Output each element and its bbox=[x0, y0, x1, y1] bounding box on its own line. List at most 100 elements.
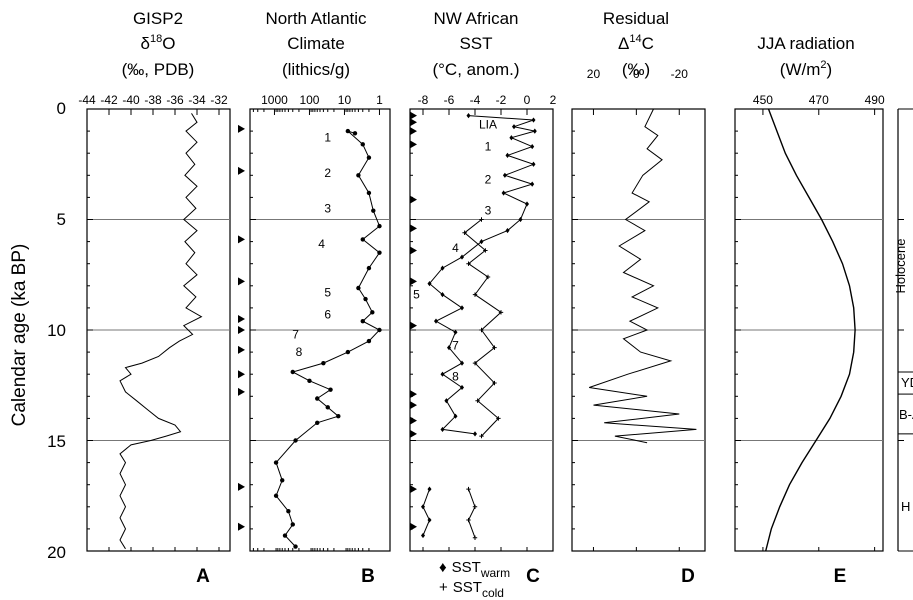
y-tick-label: 20 bbox=[47, 543, 66, 562]
data-point bbox=[377, 327, 382, 333]
point-cold bbox=[462, 230, 467, 235]
panel-b-title-line1: North Atlantic bbox=[265, 9, 367, 28]
panel-e-title: JJA radiation (W/m2) bbox=[757, 34, 854, 79]
point-warm bbox=[460, 305, 464, 311]
x-tick-label: -2 bbox=[496, 93, 507, 107]
data-point bbox=[366, 338, 372, 344]
series-line bbox=[467, 488, 476, 538]
panel-letter-d: D bbox=[681, 566, 695, 587]
data-point bbox=[273, 493, 279, 498]
legend-cold: + SSTcold bbox=[439, 579, 504, 600]
point-warm bbox=[518, 216, 523, 223]
event-label: 4 bbox=[318, 237, 325, 251]
point-warm bbox=[440, 426, 445, 433]
panel-e-title-line2: (W/m2) bbox=[780, 59, 832, 79]
data-point bbox=[336, 413, 341, 419]
x-tick-label: 450 bbox=[753, 93, 773, 107]
y-axis-label: Calendar age (ka BP) bbox=[9, 244, 30, 427]
point-warm bbox=[447, 345, 451, 351]
point-warm bbox=[509, 135, 514, 141]
panel-c: -8 -6 -4 -2 0 2 LIA 1 2 3 4 5 7 8 bbox=[409, 93, 557, 552]
panel-letters: A B C D E bbox=[196, 566, 846, 587]
data-point bbox=[356, 285, 361, 291]
data-point bbox=[345, 128, 351, 134]
point-warm bbox=[440, 371, 445, 377]
legend: ♦ SSTwarm + SSTcold bbox=[439, 559, 510, 600]
data-point bbox=[360, 142, 365, 147]
series-line bbox=[765, 108, 856, 552]
point-cold bbox=[479, 327, 484, 333]
event-label: LIA bbox=[479, 117, 497, 131]
series-line bbox=[589, 108, 697, 444]
strat-labels: Holocene YD B-A H bbox=[893, 239, 913, 514]
x-tick-label: 2 bbox=[550, 93, 557, 107]
event-marker bbox=[410, 224, 417, 233]
y-tick-label: 10 bbox=[47, 321, 66, 340]
data-point bbox=[282, 533, 288, 538]
event-marker bbox=[410, 485, 417, 494]
point-cold bbox=[475, 398, 480, 403]
x-tick-label: 20 bbox=[587, 67, 601, 81]
point-warm bbox=[525, 201, 529, 207]
x-tick-label: 0 bbox=[633, 67, 640, 81]
event-label: 4 bbox=[452, 241, 459, 255]
panel-letter-a: A bbox=[196, 566, 210, 587]
point-warm bbox=[460, 254, 464, 260]
data-point bbox=[293, 438, 298, 443]
x-tick-label: -4 bbox=[470, 93, 481, 107]
event-marker bbox=[410, 277, 417, 286]
panel-d-title-line2: Δ14C bbox=[618, 33, 654, 53]
point-warm bbox=[532, 128, 537, 134]
point-warm bbox=[505, 152, 510, 159]
y-tick-label: 0 bbox=[57, 99, 66, 118]
data-point bbox=[366, 190, 372, 196]
x-tick-label: 1000 bbox=[261, 93, 288, 107]
data-point bbox=[370, 310, 375, 315]
panel-d-title-line1: Residual bbox=[603, 9, 669, 28]
point-warm bbox=[512, 124, 516, 130]
point-warm bbox=[427, 280, 432, 287]
strat-label-yd: YD bbox=[901, 375, 913, 390]
point-cold bbox=[485, 274, 491, 280]
panel-letter-e: E bbox=[834, 566, 847, 587]
y-tick-labels: 0 5 10 15 20 bbox=[47, 99, 66, 562]
x-tick-label: 1 bbox=[376, 93, 383, 107]
event-marker bbox=[238, 235, 245, 244]
point-warm bbox=[466, 113, 471, 119]
data-point bbox=[315, 396, 320, 401]
legend-warm: ♦ SSTwarm bbox=[439, 559, 510, 580]
x-tick-label: -34 bbox=[188, 93, 206, 107]
panel-b-title: North Atlantic Climate (lithics/g) bbox=[265, 9, 367, 79]
series-line bbox=[463, 219, 502, 437]
data-point bbox=[315, 420, 320, 426]
event-marker bbox=[410, 429, 417, 438]
data-point bbox=[290, 369, 295, 375]
event-marker bbox=[238, 326, 245, 334]
event-label: 6 bbox=[324, 308, 331, 322]
panel-a-title-line2: δ18O bbox=[141, 33, 176, 53]
panel-b-title-line2: Climate bbox=[287, 34, 345, 53]
x-tick-label: 490 bbox=[865, 93, 885, 107]
data-point bbox=[377, 223, 382, 229]
strat-column bbox=[897, 108, 913, 552]
event-marker bbox=[410, 522, 417, 531]
event-marker bbox=[238, 387, 245, 396]
x-tick-label: -6 bbox=[444, 93, 455, 107]
event-label: 1 bbox=[324, 131, 331, 145]
panel-d: 20 0 -20 bbox=[571, 67, 706, 552]
point-warm bbox=[479, 239, 484, 245]
panel-d-title: Residual Δ14C (‰) bbox=[603, 9, 669, 79]
point-cold bbox=[496, 416, 501, 421]
event-label: 7 bbox=[452, 338, 459, 352]
x-tick-label: -32 bbox=[210, 93, 228, 107]
point-warm bbox=[427, 517, 432, 523]
point-cold bbox=[466, 517, 471, 523]
point-warm bbox=[502, 172, 507, 178]
data-point bbox=[366, 265, 372, 271]
data-point bbox=[286, 509, 291, 514]
data-point bbox=[360, 318, 365, 324]
event-label: 2 bbox=[324, 166, 331, 180]
x-tick-label: -36 bbox=[166, 93, 184, 107]
data-point bbox=[366, 155, 372, 160]
